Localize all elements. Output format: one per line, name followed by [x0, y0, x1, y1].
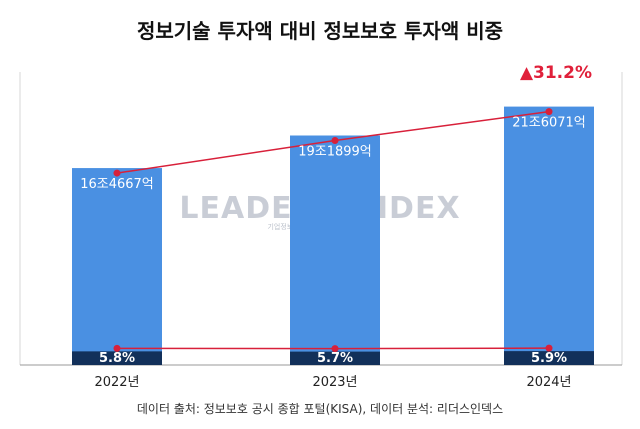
bars	[72, 106, 594, 365]
investment-trend-point	[545, 108, 553, 116]
chart-title: 정보기술 투자액 대비 정보보호 투자액 비중	[137, 19, 503, 43]
source-note: 데이터 출처: 정보보호 공시 종합 포털(KISA), 데이터 분석: 리더스…	[137, 402, 503, 416]
bar-value-label: 21조6071억	[512, 116, 586, 131]
bar-security-share	[504, 351, 594, 365]
bar-it-investment	[72, 168, 162, 365]
bar-it-investment	[290, 135, 380, 365]
share-trend-point	[331, 345, 339, 353]
data-labels: 16조4667억 5.8% 2022년 19조1899억 5.7% 2023년 21조607…	[80, 116, 586, 390]
bar-security-share	[72, 351, 162, 365]
bar-value-label: 16조4667억	[80, 177, 154, 192]
share-trend-point	[113, 344, 121, 352]
share-value-label: 5.8%	[99, 351, 135, 366]
share-value-label: 5.9%	[531, 351, 567, 366]
share-value-label: 5.7%	[317, 351, 353, 366]
growth-annotation: ▲31.2%	[520, 63, 592, 83]
trend-lines	[113, 108, 553, 353]
bar-security-share	[290, 351, 380, 365]
share-trend-point	[545, 344, 553, 352]
bar-it-investment	[504, 106, 594, 365]
investment-trend-point	[113, 169, 121, 177]
x-tick-label: 2022년	[94, 375, 139, 390]
x-tick-label: 2024년	[526, 375, 571, 390]
x-tick-label: 2023년	[312, 375, 357, 390]
bar-value-label: 19조1899억	[298, 145, 372, 160]
investment-trend-point	[331, 137, 339, 145]
